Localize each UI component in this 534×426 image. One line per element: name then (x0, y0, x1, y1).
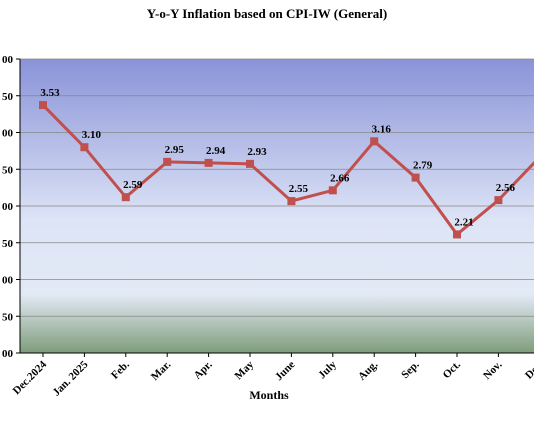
data-label: 2.66 (330, 172, 350, 184)
x-tick-label: Sep. (399, 358, 422, 381)
x-tick-label: Apr. (192, 358, 215, 381)
x-tick-label: Aug. (356, 358, 380, 382)
x-tick-label: May (233, 358, 257, 382)
data-point (494, 196, 503, 205)
x-tick-label: Jan. 2025 (50, 358, 90, 398)
data-label: 3.16 (372, 123, 392, 135)
data-point (39, 101, 47, 110)
data-label: 3.53 (40, 87, 60, 99)
y-tick-label: 00 (2, 275, 14, 287)
data-label: 2.59 (123, 179, 143, 191)
data-point (80, 143, 89, 152)
y-tick-label: 50 (2, 238, 14, 250)
data-point (121, 193, 130, 202)
data-label: 2.21 (454, 216, 473, 228)
data-label: 2.55 (289, 183, 309, 195)
x-tick-label: Mar. (149, 358, 174, 383)
data-label: 2.56 (496, 182, 516, 194)
y-tick-label: 00 (2, 54, 14, 66)
x-tick-label: Nov. (481, 358, 505, 382)
y-tick-label: 00 (2, 348, 14, 360)
data-point (328, 186, 337, 195)
data-label: 2.93 (247, 146, 267, 158)
y-tick-label: 50 (2, 164, 14, 176)
data-point (246, 159, 254, 168)
x-axis-title: Months (249, 388, 289, 402)
x-tick-label: Dec.2024 (11, 358, 50, 397)
x-tick-label: June (273, 359, 298, 384)
data-label: 2.94 (206, 145, 226, 157)
data-point (411, 173, 420, 182)
y-tick-label: 00 (2, 201, 14, 213)
y-tick-label: 50 (2, 91, 14, 103)
data-label: 2.95 (165, 144, 185, 156)
y-tick-label: 00 (2, 128, 14, 140)
y-tick-label: 50 (2, 311, 14, 323)
data-label: 3.10 (82, 129, 102, 141)
x-tick-label: Oct. (441, 358, 464, 381)
data-point (287, 197, 296, 206)
data-label: 2.79 (413, 160, 433, 172)
data-point (453, 230, 461, 239)
x-tick-label: July (316, 358, 339, 381)
data-point (163, 157, 172, 166)
data-point (370, 137, 379, 146)
data-point (204, 158, 213, 167)
chart-title: Y-o-Y Inflation based on CPI-IW (General… (146, 6, 388, 21)
x-tick-label: Feb. (109, 358, 132, 381)
x-tick-label: Dec. (523, 358, 534, 381)
